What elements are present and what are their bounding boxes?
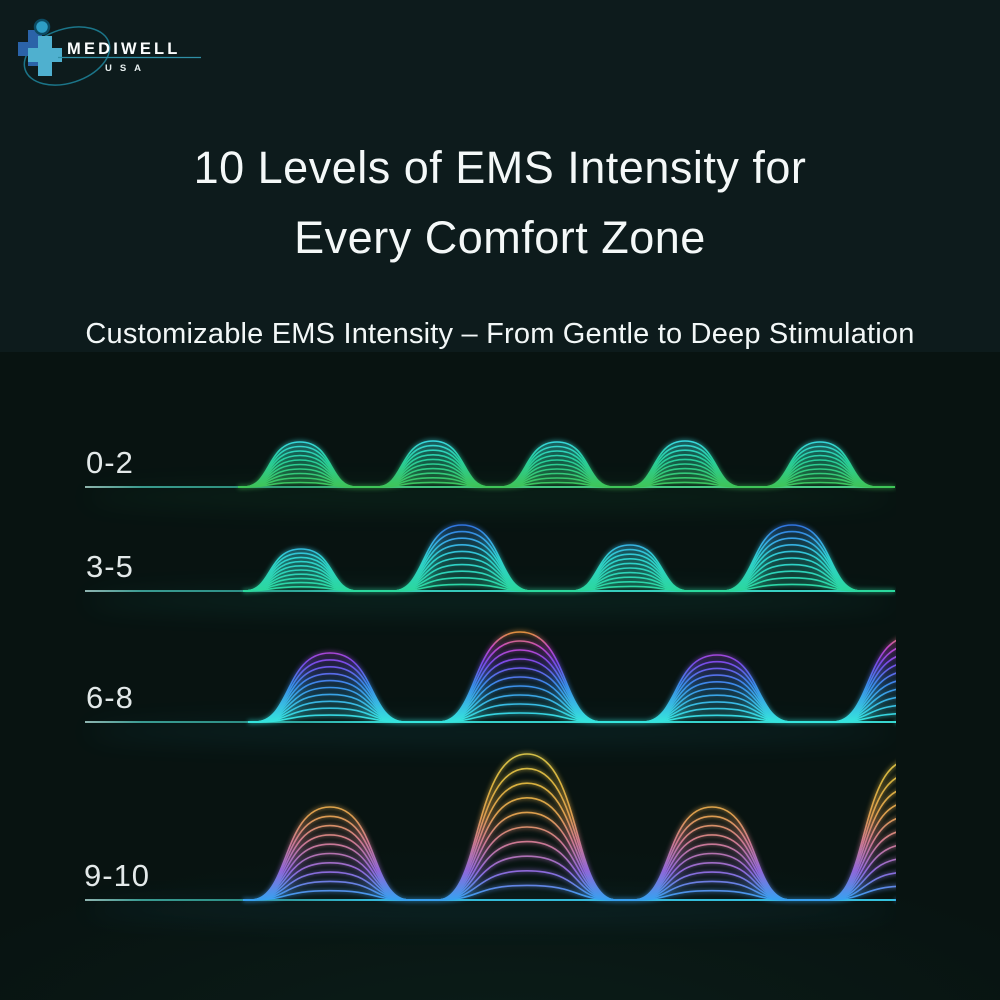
- background-top: [0, 0, 1000, 352]
- intensity-level-label-3-5: 3-5: [86, 549, 134, 584]
- wave-lines: [243, 753, 896, 901]
- row-ambient-glow: [85, 483, 895, 511]
- wave-line: [238, 476, 895, 488]
- wave-line: [248, 631, 896, 723]
- logo-brand-text: MEDIWELL: [67, 40, 181, 58]
- wave-row-6-8: [85, 630, 896, 746]
- logo-graphic: MEDIWELL USA: [18, 18, 201, 86]
- page-subtitle: Customizable EMS Intensity – From Gentle…: [85, 318, 915, 350]
- background-waves-area: [0, 352, 1000, 1000]
- wave-line: [243, 753, 896, 901]
- medical-cross-icon: [18, 30, 62, 76]
- wave-line: [238, 481, 895, 488]
- wave-row-0-2: [85, 439, 895, 511]
- wave-line: [238, 463, 895, 488]
- title-line-2: Every Comfort Zone: [294, 212, 706, 263]
- intensity-level-label-9-10: 9-10: [84, 858, 151, 893]
- row-ambient-glow: [85, 896, 895, 924]
- wave-lines: [248, 631, 896, 723]
- row-ambient-glow: [85, 587, 895, 615]
- brand-logo: MEDIWELL USA: [15, 8, 225, 98]
- intensity-level-label-6-8: 6-8: [86, 680, 134, 715]
- page-title: 10 Levels of EMS Intensity for Every Com…: [0, 133, 1000, 273]
- wave-lines: [238, 440, 895, 488]
- logo-swoosh-icon: [23, 26, 111, 86]
- wave-line: [243, 524, 895, 592]
- wave-row-3-5: [85, 523, 895, 615]
- title-line-1: 10 Levels of EMS Intensity for: [193, 142, 807, 193]
- logo-country-text: USA: [105, 63, 149, 74]
- wave-row-9-10: [85, 752, 896, 924]
- wave-line: [238, 440, 895, 488]
- wave-lines: [243, 524, 895, 592]
- row-ambient-glow: [85, 718, 895, 746]
- intensity-level-label-0-2: 0-2: [86, 445, 134, 480]
- person-head-icon: [33, 18, 51, 36]
